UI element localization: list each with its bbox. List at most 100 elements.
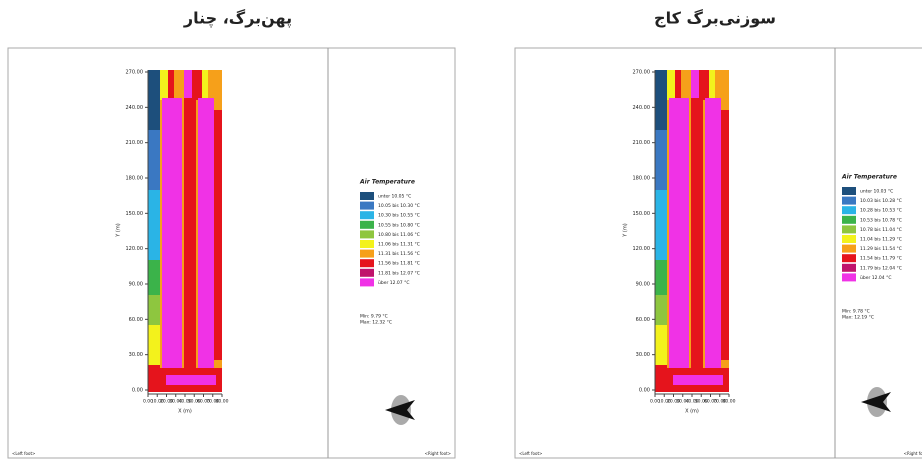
heat-cell: [192, 70, 202, 100]
max-label: Max: 12.32 °C: [360, 320, 392, 326]
legend-label: 10.28 bis 10.53 °C: [860, 208, 902, 214]
heat-cell: [709, 70, 715, 100]
x-tick-label: 80.00: [216, 399, 229, 405]
x-axis-label: X (m): [178, 409, 192, 415]
heat-cell: [148, 70, 160, 130]
heat-cell: [689, 98, 691, 368]
heat-cell: [721, 110, 729, 360]
footer-left: <Left foot>: [12, 451, 35, 456]
legend-label: 11.04 bis 11.29 °C: [860, 237, 902, 243]
x-tick-label: 60.00: [704, 399, 717, 405]
legend-label: 10.80 bis 11.06 °C: [378, 232, 420, 238]
heat-cell: [655, 295, 667, 325]
x-axis-label: X (m): [685, 409, 699, 415]
legend-swatch: [842, 187, 856, 195]
y-axis-label: Y (m): [116, 223, 122, 237]
heat-cell: [162, 98, 182, 368]
legend-label: 11.81 bis 12.07 °C: [378, 270, 420, 276]
y-tick-label: 180.00: [633, 176, 651, 182]
compass-arrow: [861, 392, 891, 412]
legend-swatch: [842, 206, 856, 215]
y-tick-label: 0.00: [639, 388, 650, 394]
legend-label: 10.53 bis 10.78 °C: [860, 217, 902, 223]
x-tick-label: 80.00: [723, 399, 736, 405]
legend-swatch: [842, 215, 856, 224]
x-tick-label: 40.00: [179, 399, 192, 405]
heat-cell: [675, 70, 681, 100]
legend-swatch: [360, 259, 374, 268]
x-tick-label: 10.00: [151, 399, 164, 405]
heat-cell: [667, 70, 675, 100]
legend-label: 11.56 bis 11.81 °C: [378, 261, 420, 267]
min-label: Min: 9.79 °C: [360, 314, 388, 320]
legend-label: unter 10.03 °C: [860, 189, 893, 195]
legend-swatch: [842, 225, 856, 234]
y-tick-label: 30.00: [636, 352, 650, 358]
legend-title: Air Temperature: [359, 179, 415, 186]
y-axis-label: Y (m): [623, 223, 629, 237]
y-tick-label: 180.00: [126, 176, 144, 182]
x-tick-label: 20.00: [160, 399, 173, 405]
legend-swatch: [842, 273, 856, 282]
heat-cell: [168, 70, 174, 100]
heat-cell: [166, 375, 216, 385]
panel-frame: [7, 47, 456, 459]
heat-cell: [655, 70, 667, 130]
x-tick-label: 70.00: [206, 399, 219, 405]
legend-swatch: [360, 240, 374, 248]
legend-label: 10.55 bis 10.80 °C: [378, 222, 420, 228]
x-tick-label: 20.00: [667, 399, 680, 405]
x-tick-label: 0.00: [143, 399, 153, 405]
heat-cell: [655, 325, 667, 365]
footer-left: <Left foot>: [519, 451, 542, 456]
y-tick-label: 60.00: [636, 317, 650, 323]
legend-swatch: [842, 254, 856, 263]
y-tick-label: 150.00: [126, 211, 144, 217]
legend-title: Air Temperature: [841, 174, 897, 181]
y-tick-label: 90.00: [129, 282, 143, 288]
legend-label: 11.29 bis 11.54 °C: [860, 246, 902, 252]
compass-arrow: [385, 400, 415, 420]
heat-cell: [148, 295, 160, 325]
footer-right: <Right foot>: [904, 451, 922, 456]
heat-cell: [148, 325, 160, 365]
legend-swatch: [360, 249, 374, 258]
panel-title: پهن‌برگ، چنار: [183, 9, 292, 29]
legend-swatch: [360, 230, 374, 239]
footer-right: <Right foot>: [425, 451, 451, 456]
legend-swatch: [360, 268, 374, 277]
heat-cell: [691, 98, 703, 368]
heat-cell: [148, 190, 160, 260]
heat-cell: [655, 130, 667, 190]
heat-cell: [691, 70, 699, 100]
heat-cell: [673, 375, 723, 385]
y-tick-label: 60.00: [129, 317, 143, 323]
legend-swatch: [842, 244, 856, 253]
y-tick-label: 90.00: [636, 282, 650, 288]
legend-label: über 12.07 °C: [378, 280, 409, 286]
legend-label: 11.31 bis 11.56 °C: [378, 251, 420, 257]
heat-cell: [160, 70, 168, 100]
panel: پهن‌برگ، چنار 0.00 30.00 60.00 90.00 120.00 15…: [7, 9, 456, 459]
heat-cell: [705, 98, 721, 368]
y-tick-label: 30.00: [129, 352, 143, 358]
legend-label: 10.03 bis 10.28 °C: [860, 198, 902, 204]
heat-cell: [655, 190, 667, 260]
heat-cell: [681, 70, 691, 100]
min-label: Min: 9.78 °C: [842, 309, 870, 315]
x-tick-label: 50.00: [695, 399, 708, 405]
panel-title: سوزنی‌برگ کاج: [654, 9, 776, 28]
legend-label: 10.30 bis 10.55 °C: [378, 213, 420, 219]
max-label: Max: 12.19 °C: [842, 315, 874, 321]
legend-label: über 12.04 °C: [860, 275, 891, 281]
legend-swatch: [360, 278, 374, 287]
heat-cell: [655, 260, 667, 295]
legend-label: 11.54 bis 11.79 °C: [860, 256, 902, 262]
heat-cell: [148, 260, 160, 295]
heat-cell: [208, 70, 222, 100]
panel: سوزنی‌برگ کاج 0.00 30.00 60.00 90.00 120.00 15…: [514, 9, 922, 459]
heat-cell: [699, 70, 709, 100]
legend-swatch: [842, 196, 856, 205]
heat-cell: [214, 110, 222, 360]
